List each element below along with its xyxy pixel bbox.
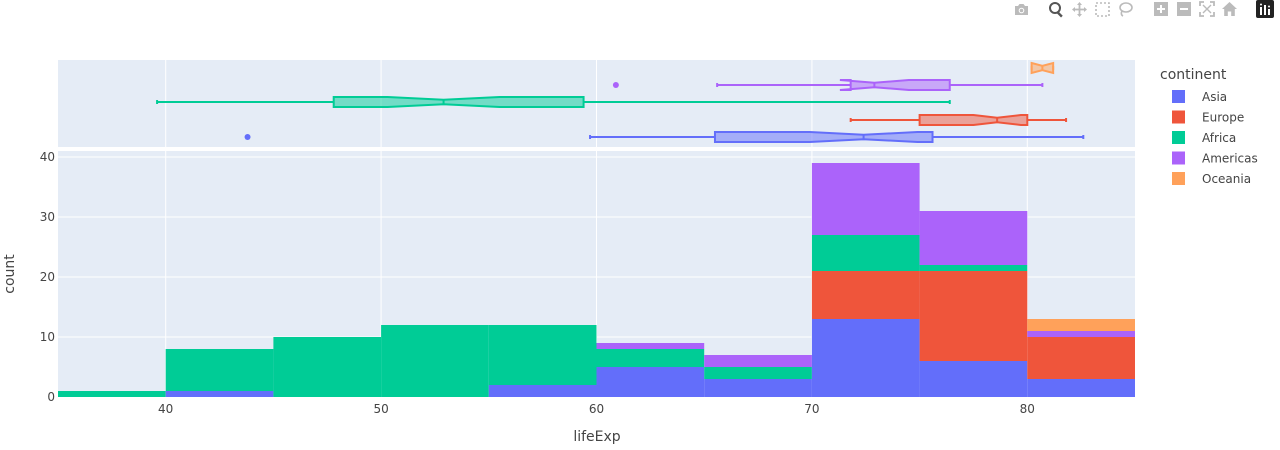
y-tick-label: 20	[40, 270, 55, 284]
box-europe	[849, 114, 1068, 126]
box-africa	[156, 96, 951, 108]
box-americas	[612, 79, 1044, 91]
legend-title: continent	[1160, 67, 1227, 83]
legend-swatch	[1172, 110, 1185, 124]
legend-label: Africa	[1202, 131, 1236, 145]
box-body	[918, 114, 1029, 126]
modebar	[1006, 0, 1280, 18]
bar-europe-70-75	[811, 271, 920, 319]
bar-americas-75-80	[919, 211, 1028, 265]
plotly-logo-icon[interactable]	[1255, 0, 1274, 18]
legend-swatch	[1172, 172, 1185, 185]
box-oceania	[1030, 61, 1055, 75]
x-tick-label: 50	[373, 402, 388, 416]
legend-swatch	[1172, 151, 1185, 165]
bar-americas-80-85	[1027, 331, 1135, 337]
bar-africa-60-65	[596, 349, 705, 367]
x-axis-title: lifeExp	[573, 429, 620, 445]
zoom-in-icon[interactable]	[1151, 0, 1170, 18]
marginal-boxes	[156, 61, 1085, 143]
legend-label: Asia	[1202, 90, 1227, 104]
bar-americas-60-65	[596, 343, 705, 349]
box-asia	[244, 131, 1085, 143]
box-body	[839, 79, 951, 91]
x-tick-label: 70	[804, 402, 819, 416]
y-axis-title: count	[2, 254, 18, 294]
y-axis-ticks: 0 10 20 30 40	[40, 150, 55, 404]
bar-asia-80-85	[1027, 379, 1135, 397]
legend-label: Europe	[1202, 111, 1244, 125]
x-tick-label: 60	[589, 402, 604, 416]
zoom-icon[interactable]	[1047, 0, 1066, 18]
legend-item-africa[interactable]: Africa	[1172, 131, 1236, 145]
bar-asia-60-65	[596, 367, 705, 397]
x-axis-ticks: 40 50 60 70 80	[158, 402, 1035, 416]
bar-oceania-80-85	[1027, 319, 1135, 331]
bar-americas-65-70	[704, 355, 812, 367]
bar-africa-50-55	[381, 325, 489, 397]
legend-item-americas[interactable]: Americas	[1172, 151, 1258, 166]
y-tick-label: 0	[47, 390, 55, 404]
legend-swatch	[1172, 131, 1185, 144]
legend-label: Oceania	[1202, 172, 1251, 186]
y-tick-label: 40	[40, 150, 55, 164]
home-icon[interactable]	[1220, 0, 1239, 18]
bar-americas-70-75	[811, 163, 920, 235]
legend-item-europe[interactable]: Europe	[1172, 110, 1244, 125]
bar-asia-75-80	[919, 361, 1028, 397]
x-tick-label: 40	[158, 402, 173, 416]
y-tick-label: 30	[40, 210, 55, 224]
pan-icon[interactable]	[1070, 0, 1089, 18]
legend-swatch	[1172, 90, 1185, 103]
bar-asia-40-45	[165, 391, 274, 397]
bar-asia-55-60	[488, 385, 597, 397]
lasso-icon[interactable]	[1116, 0, 1135, 18]
bar-africa-40-45	[165, 349, 274, 391]
bar-asia-65-70	[704, 379, 812, 397]
bar-europe-80-85	[1027, 337, 1135, 379]
bar-africa-70-75	[811, 235, 920, 271]
bar-africa-35-40	[58, 391, 166, 397]
box-outlier-point	[244, 134, 251, 140]
bar-asia-70-75	[811, 319, 920, 397]
legend-item-oceania[interactable]: Oceania	[1172, 172, 1251, 186]
box-body	[713, 131, 934, 143]
legend-label: Americas	[1202, 152, 1258, 166]
autoscale-icon[interactable]	[1197, 0, 1216, 18]
x-tick-label: 80	[1020, 402, 1035, 416]
bar-africa-55-60	[488, 325, 597, 385]
histogram-bars	[58, 163, 1135, 397]
bar-africa-75-80	[919, 265, 1028, 271]
zoom-out-icon[interactable]	[1174, 0, 1193, 18]
bar-africa-65-70	[704, 367, 812, 379]
camera-icon[interactable]	[1012, 0, 1031, 18]
box-outlier-point	[612, 82, 619, 88]
box-body	[332, 96, 585, 108]
bar-africa-45-50	[273, 337, 382, 397]
legend-item-asia[interactable]: Asia	[1172, 90, 1227, 104]
legend: continent Asia Europe Africa Americas Oceani…	[1160, 67, 1258, 186]
bar-europe-75-80	[919, 271, 1028, 361]
y-tick-label: 10	[40, 330, 55, 344]
box-select-icon[interactable]	[1093, 0, 1112, 18]
